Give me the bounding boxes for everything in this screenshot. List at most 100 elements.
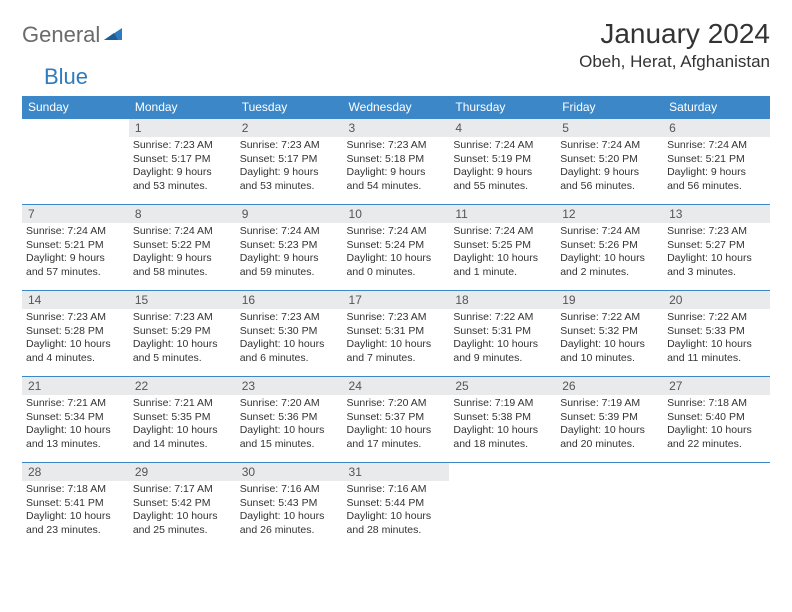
calendar-cell: 25Sunrise: 7:19 AMSunset: 5:38 PMDayligh… bbox=[449, 377, 556, 463]
day-number: 12 bbox=[556, 205, 663, 223]
sunrise-text: Sunrise: 7:23 AM bbox=[240, 139, 339, 153]
sunset-text: Sunset: 5:35 PM bbox=[133, 411, 232, 425]
day-details: Sunrise: 7:16 AMSunset: 5:44 PMDaylight:… bbox=[343, 481, 450, 542]
calendar-cell: 20Sunrise: 7:22 AMSunset: 5:33 PMDayligh… bbox=[663, 291, 770, 377]
sunrise-text: Sunrise: 7:22 AM bbox=[453, 311, 552, 325]
day-number: 28 bbox=[22, 463, 129, 481]
daylight-text: Daylight: 9 hours and 57 minutes. bbox=[26, 252, 125, 279]
day-number: 18 bbox=[449, 291, 556, 309]
day-number: 16 bbox=[236, 291, 343, 309]
daylight-text: Daylight: 9 hours and 56 minutes. bbox=[560, 166, 659, 193]
calendar-cell: 21Sunrise: 7:21 AMSunset: 5:34 PMDayligh… bbox=[22, 377, 129, 463]
weekday-header: Wednesday bbox=[343, 96, 450, 119]
daylight-text: Daylight: 10 hours and 20 minutes. bbox=[560, 424, 659, 451]
calendar-cell: 15Sunrise: 7:23 AMSunset: 5:29 PMDayligh… bbox=[129, 291, 236, 377]
sunset-text: Sunset: 5:19 PM bbox=[453, 153, 552, 167]
day-details: Sunrise: 7:19 AMSunset: 5:38 PMDaylight:… bbox=[449, 395, 556, 456]
day-details: Sunrise: 7:24 AMSunset: 5:21 PMDaylight:… bbox=[22, 223, 129, 284]
sunset-text: Sunset: 5:33 PM bbox=[667, 325, 766, 339]
sunrise-text: Sunrise: 7:21 AM bbox=[133, 397, 232, 411]
day-details: Sunrise: 7:23 AMSunset: 5:30 PMDaylight:… bbox=[236, 309, 343, 370]
logo-triangle-icon bbox=[104, 22, 124, 48]
daylight-text: Daylight: 10 hours and 26 minutes. bbox=[240, 510, 339, 537]
sunset-text: Sunset: 5:17 PM bbox=[240, 153, 339, 167]
day-details: Sunrise: 7:19 AMSunset: 5:39 PMDaylight:… bbox=[556, 395, 663, 456]
day-details: Sunrise: 7:20 AMSunset: 5:36 PMDaylight:… bbox=[236, 395, 343, 456]
sunset-text: Sunset: 5:21 PM bbox=[26, 239, 125, 253]
day-number: 9 bbox=[236, 205, 343, 223]
day-number: 7 bbox=[22, 205, 129, 223]
daylight-text: Daylight: 10 hours and 9 minutes. bbox=[453, 338, 552, 365]
calendar-cell: 5 Sunrise: 7:24 AMSunset: 5:20 PMDaylight… bbox=[556, 119, 663, 205]
calendar-cell: 11Sunrise: 7:24 AMSunset: 5:25 PMDayligh… bbox=[449, 205, 556, 291]
day-number: 20 bbox=[663, 291, 770, 309]
calendar-cell: 14Sunrise: 7:23 AMSunset: 5:28 PMDayligh… bbox=[22, 291, 129, 377]
daylight-text: Daylight: 9 hours and 58 minutes. bbox=[133, 252, 232, 279]
sunset-text: Sunset: 5:42 PM bbox=[133, 497, 232, 511]
day-number: 1 bbox=[129, 119, 236, 137]
daylight-text: Daylight: 10 hours and 10 minutes. bbox=[560, 338, 659, 365]
sunrise-text: Sunrise: 7:23 AM bbox=[347, 311, 446, 325]
sunrise-text: Sunrise: 7:24 AM bbox=[667, 139, 766, 153]
sunset-text: Sunset: 5:24 PM bbox=[347, 239, 446, 253]
day-number: 10 bbox=[343, 205, 450, 223]
sunset-text: Sunset: 5:20 PM bbox=[560, 153, 659, 167]
day-details: Sunrise: 7:24 AMSunset: 5:22 PMDaylight:… bbox=[129, 223, 236, 284]
weekday-header: Friday bbox=[556, 96, 663, 119]
sunrise-text: Sunrise: 7:24 AM bbox=[453, 139, 552, 153]
calendar-cell: 22Sunrise: 7:21 AMSunset: 5:35 PMDayligh… bbox=[129, 377, 236, 463]
day-number: 2 bbox=[236, 119, 343, 137]
sunrise-text: Sunrise: 7:20 AM bbox=[347, 397, 446, 411]
weekday-header: Thursday bbox=[449, 96, 556, 119]
sunset-text: Sunset: 5:23 PM bbox=[240, 239, 339, 253]
daylight-text: Daylight: 10 hours and 4 minutes. bbox=[26, 338, 125, 365]
daylight-text: Daylight: 10 hours and 13 minutes. bbox=[26, 424, 125, 451]
day-details: Sunrise: 7:24 AMSunset: 5:25 PMDaylight:… bbox=[449, 223, 556, 284]
calendar-cell: 2Sunrise: 7:23 AMSunset: 5:17 PMDaylight… bbox=[236, 119, 343, 205]
calendar-cell: 23Sunrise: 7:20 AMSunset: 5:36 PMDayligh… bbox=[236, 377, 343, 463]
day-number: 15 bbox=[129, 291, 236, 309]
sunrise-text: Sunrise: 7:22 AM bbox=[667, 311, 766, 325]
day-number: 29 bbox=[129, 463, 236, 481]
calendar-cell: 27Sunrise: 7:18 AMSunset: 5:40 PMDayligh… bbox=[663, 377, 770, 463]
calendar-cell: 6Sunrise: 7:24 AMSunset: 5:21 PMDaylight… bbox=[663, 119, 770, 205]
calendar-body: 1Sunrise: 7:23 AMSunset: 5:17 PMDaylight… bbox=[22, 119, 770, 549]
calendar-cell bbox=[449, 463, 556, 549]
daylight-text: Daylight: 10 hours and 5 minutes. bbox=[133, 338, 232, 365]
sunset-text: Sunset: 5:22 PM bbox=[133, 239, 232, 253]
sunset-text: Sunset: 5:31 PM bbox=[453, 325, 552, 339]
day-details: Sunrise: 7:23 AMSunset: 5:28 PMDaylight:… bbox=[22, 309, 129, 370]
sunset-text: Sunset: 5:44 PM bbox=[347, 497, 446, 511]
daylight-text: Daylight: 9 hours and 55 minutes. bbox=[453, 166, 552, 193]
calendar-row: 14Sunrise: 7:23 AMSunset: 5:28 PMDayligh… bbox=[22, 291, 770, 377]
daylight-text: Daylight: 10 hours and 1 minute. bbox=[453, 252, 552, 279]
day-details: Sunrise: 7:17 AMSunset: 5:42 PMDaylight:… bbox=[129, 481, 236, 542]
sunset-text: Sunset: 5:32 PM bbox=[560, 325, 659, 339]
sunset-text: Sunset: 5:30 PM bbox=[240, 325, 339, 339]
sunrise-text: Sunrise: 7:23 AM bbox=[240, 311, 339, 325]
sunset-text: Sunset: 5:39 PM bbox=[560, 411, 659, 425]
sunrise-text: Sunrise: 7:24 AM bbox=[560, 139, 659, 153]
sunset-text: Sunset: 5:36 PM bbox=[240, 411, 339, 425]
day-number: 3 bbox=[343, 119, 450, 137]
daylight-text: Daylight: 10 hours and 18 minutes. bbox=[453, 424, 552, 451]
daylight-text: Daylight: 10 hours and 0 minutes. bbox=[347, 252, 446, 279]
sunset-text: Sunset: 5:25 PM bbox=[453, 239, 552, 253]
calendar-cell: 28Sunrise: 7:18 AMSunset: 5:41 PMDayligh… bbox=[22, 463, 129, 549]
day-details: Sunrise: 7:23 AMSunset: 5:31 PMDaylight:… bbox=[343, 309, 450, 370]
calendar-cell bbox=[556, 463, 663, 549]
calendar-cell: 4Sunrise: 7:24 AMSunset: 5:19 PMDaylight… bbox=[449, 119, 556, 205]
day-number: 5 bbox=[556, 119, 663, 137]
sunrise-text: Sunrise: 7:19 AM bbox=[560, 397, 659, 411]
calendar-cell: 3Sunrise: 7:23 AMSunset: 5:18 PMDaylight… bbox=[343, 119, 450, 205]
sunset-text: Sunset: 5:28 PM bbox=[26, 325, 125, 339]
sunset-text: Sunset: 5:38 PM bbox=[453, 411, 552, 425]
calendar-row: 1 Sunrise: 7:23 AMSunset: 5:17 PM Daylight… bbox=[22, 119, 770, 205]
day-number: 24 bbox=[343, 377, 450, 395]
sunset-text: Sunset: 5:21 PM bbox=[667, 153, 766, 167]
daylight-text: Daylight: 9 hours and 59 minutes. bbox=[240, 252, 339, 279]
daylight-text: Daylight: 10 hours and 22 minutes. bbox=[667, 424, 766, 451]
calendar-cell: 1Sunrise: 7:23 AMSunset: 5:17 PMDaylight… bbox=[129, 119, 236, 205]
sunset-text: Sunset: 5:29 PM bbox=[133, 325, 232, 339]
day-details: Sunrise: 7:18 AMSunset: 5:41 PMDaylight:… bbox=[22, 481, 129, 542]
